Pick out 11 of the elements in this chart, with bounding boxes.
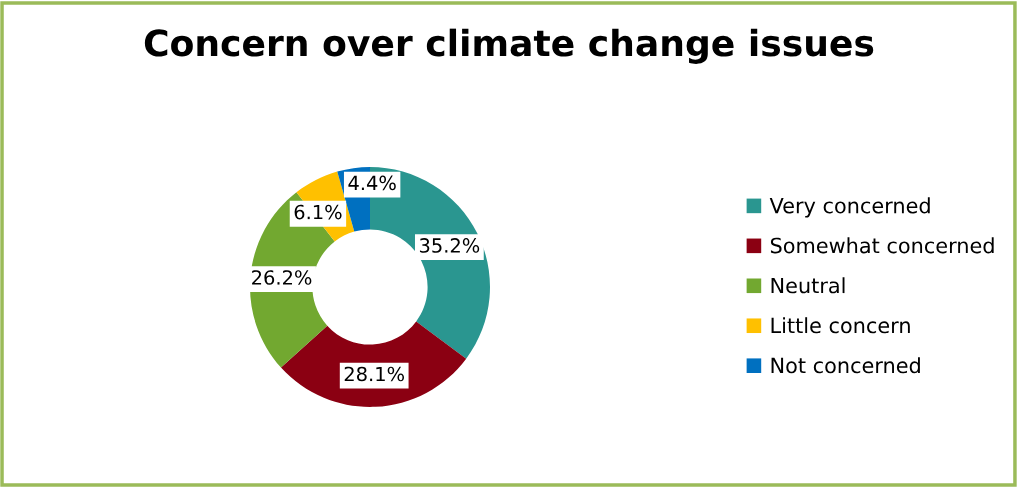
legend-label: Somewhat concerned bbox=[770, 237, 994, 254]
data-label: 28.1% bbox=[344, 366, 404, 382]
legend-label: Very concerned bbox=[769, 197, 930, 218]
legend-label: Neutral bbox=[771, 277, 845, 294]
data-label: 35.2% bbox=[419, 238, 480, 253]
data-label: 6.1% bbox=[294, 204, 342, 220]
legend-label: Not concerned bbox=[771, 357, 920, 374]
legend-label: Little concern bbox=[771, 317, 910, 334]
data-label: 26.2% bbox=[252, 270, 312, 285]
chart-title: Concern over climate change issues bbox=[144, 28, 874, 64]
data-label: 4.4% bbox=[348, 175, 396, 191]
